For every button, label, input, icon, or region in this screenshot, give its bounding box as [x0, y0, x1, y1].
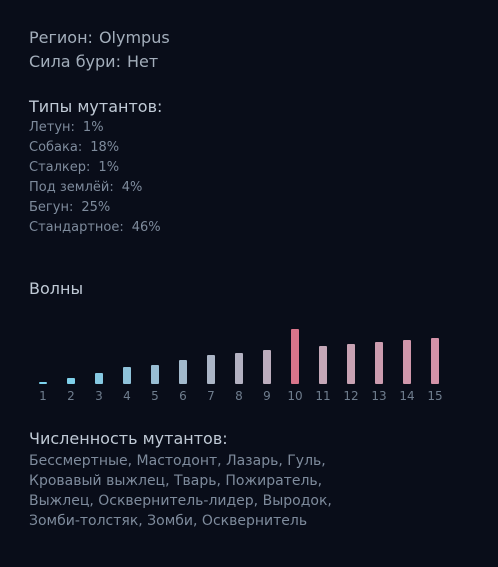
region-label: Регион:	[29, 28, 93, 47]
wave-2: 2	[57, 320, 85, 406]
mutant-type-percent: 1%	[98, 160, 120, 175]
wave-number: 2	[67, 389, 75, 403]
wave-bar	[263, 350, 271, 384]
mutant-type-row: Сталкер: 1%	[29, 158, 469, 178]
wave-bar	[151, 365, 159, 384]
wave-bar	[179, 360, 187, 384]
wave-13: 13	[365, 320, 393, 406]
wave-3: 3	[85, 320, 113, 406]
mutant-type-label: Летун:	[29, 120, 75, 135]
mutant-type-percent: 25%	[81, 200, 111, 215]
wave-bar	[39, 382, 47, 384]
wave-7: 7	[197, 320, 225, 406]
mutant-type-row: Под землёй: 4%	[29, 178, 469, 198]
wave-bar	[319, 346, 327, 384]
region-value: Olympus	[98, 28, 170, 47]
wave-number: 8	[235, 389, 243, 403]
wave-bar	[347, 344, 355, 384]
wave-number: 9	[263, 389, 271, 403]
storm-label: Сила бури:	[29, 52, 121, 71]
wave-bar	[235, 353, 243, 384]
wave-12: 12	[337, 320, 365, 406]
wave-number: 13	[371, 389, 387, 403]
mutant-type-percent: 1%	[82, 120, 104, 135]
wave-bar	[375, 342, 383, 384]
wave-number: 1	[39, 389, 47, 403]
wave-number: 14	[399, 389, 415, 403]
wave-bar	[431, 338, 439, 384]
wave-14: 14	[393, 320, 421, 406]
wave-number: 10	[287, 389, 303, 403]
mutant-types-title: Типы мутантов:	[29, 97, 163, 116]
mutant-type-label: Бегун:	[29, 200, 74, 215]
wave-11: 11	[309, 320, 337, 406]
wave-number: 3	[95, 389, 103, 403]
mutant-type-label: Собака:	[29, 140, 83, 155]
region-line: Регион: Olympus	[29, 26, 469, 50]
waves-chart: 1 2 3 4 5 6 7 8 9 10 11 12 13 14 15	[29, 320, 449, 406]
wave-9: 9	[253, 320, 281, 406]
mutant-type-label: Под землёй:	[29, 180, 114, 195]
mutant-type-percent: 46%	[131, 220, 161, 235]
wave-8: 8	[225, 320, 253, 406]
wave-number: 5	[151, 389, 159, 403]
mutant-type-percent: 18%	[90, 140, 120, 155]
mutant-type-row: Собака: 18%	[29, 138, 469, 158]
wave-bar	[291, 329, 299, 384]
storm-line: Сила бури: Нет	[29, 50, 469, 74]
wave-1: 1	[29, 320, 57, 406]
storm-value: Нет	[126, 52, 159, 71]
mutant-type-row: Летун: 1%	[29, 118, 469, 138]
wave-4: 4	[113, 320, 141, 406]
wave-number: 15	[427, 389, 443, 403]
wave-5: 5	[141, 320, 169, 406]
mutant-count-list: Бессмертные, Мастодонт, Лазарь, Гуль, Кр…	[29, 453, 332, 529]
wave-10: 10	[281, 320, 309, 406]
wave-bar	[95, 373, 103, 384]
mutant-type-percent: 4%	[121, 180, 143, 195]
mutant-type-row: Бегун: 25%	[29, 198, 469, 218]
info-panel: Регион: Olympus Сила бури: Нет Типы мутант…	[29, 26, 469, 238]
wave-bar	[207, 355, 215, 384]
wave-bar	[67, 378, 75, 384]
wave-15: 15	[421, 320, 449, 406]
wave-number: 12	[343, 389, 359, 403]
wave-number: 4	[123, 389, 131, 403]
mutant-types-list: Летун: 1% Собака: 18% Сталкер: 1% Под землё…	[29, 118, 469, 238]
wave-6: 6	[169, 320, 197, 406]
waves-title: Волны	[29, 279, 84, 298]
mutant-count-title: Численность мутантов:	[29, 429, 228, 448]
wave-number: 6	[179, 389, 187, 403]
mutant-type-row: Стандартное: 46%	[29, 218, 469, 238]
wave-number: 7	[207, 389, 215, 403]
wave-bar	[403, 340, 411, 384]
wave-number: 11	[315, 389, 331, 403]
mutant-type-label: Стандартное:	[29, 220, 124, 235]
mutant-type-label: Сталкер:	[29, 160, 91, 175]
wave-bar	[123, 367, 131, 384]
